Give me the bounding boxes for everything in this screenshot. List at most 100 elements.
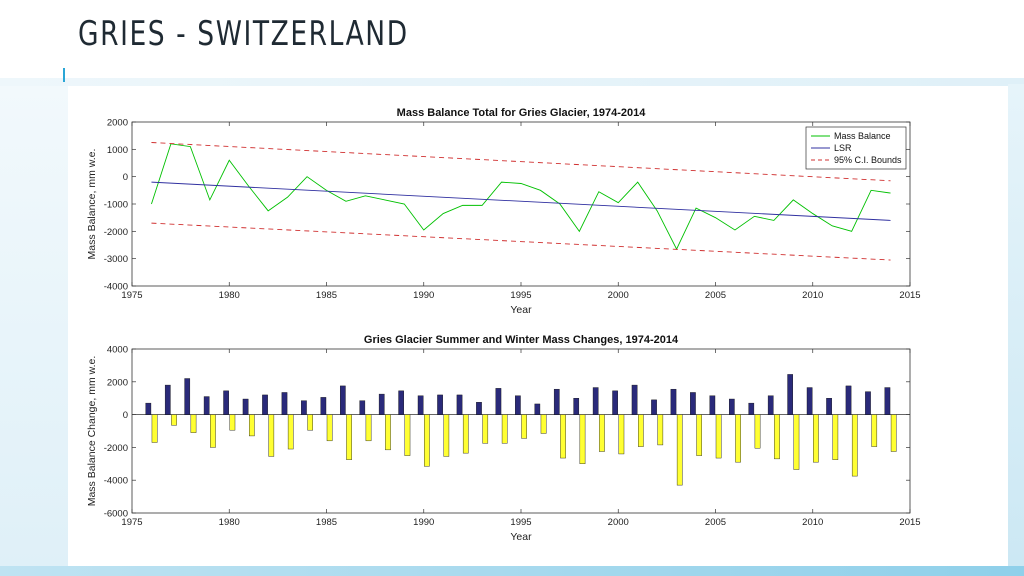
x-tick-label: 2015	[899, 517, 920, 528]
y-tick-label: 2000	[107, 377, 128, 388]
bar-winter	[826, 398, 832, 415]
title-accent-mark	[63, 68, 65, 82]
bar-winter	[709, 395, 716, 415]
x-tick-label: 2010	[802, 517, 823, 528]
bar-winter	[728, 398, 735, 415]
legend-entry: Mass Balance	[834, 131, 891, 141]
y-tick-label: 0	[123, 410, 128, 421]
chart-title-0: Mass Balance Total for Gries Glacier, 19…	[397, 107, 647, 119]
bar-winter	[456, 394, 463, 415]
bar-summer	[424, 414, 430, 467]
bar-winter	[573, 398, 580, 415]
bar-winter	[184, 378, 191, 415]
bar-summer	[851, 414, 858, 477]
bar-winter	[651, 399, 657, 415]
bar-summer	[210, 414, 216, 448]
bar-winter	[437, 394, 443, 415]
y-tick-label: -2000	[104, 443, 128, 454]
bar-winter	[203, 396, 210, 415]
bar-summer	[404, 414, 411, 456]
bar-winter	[223, 390, 229, 415]
bar-summer	[813, 414, 819, 463]
bar-winter	[787, 374, 794, 415]
bar-summer	[190, 414, 197, 433]
x-tick-label: 1995	[510, 517, 531, 528]
x-tick-label: 2000	[608, 517, 629, 528]
bar-summer	[365, 414, 372, 442]
chart-title-1: Gries Glacier Summer and Winter Mass Cha…	[364, 334, 679, 346]
legend-entry: 95% C.I. Bounds	[834, 155, 902, 165]
x-axis-label-0: Year	[510, 304, 532, 316]
bar-summer	[171, 414, 177, 426]
series-line-ci-lower-bound	[151, 222, 891, 261]
slide-bottom-band	[0, 566, 1024, 576]
legend-entry: LSR	[834, 143, 852, 153]
bar-summer	[579, 414, 586, 465]
series-line-95-c-i-bounds	[151, 142, 891, 182]
bar-summer	[793, 414, 800, 470]
bar-winter	[553, 388, 560, 415]
x-tick-label: 1985	[316, 517, 337, 528]
bar-winter	[534, 403, 541, 415]
x-axis-label-1: Year	[510, 531, 532, 543]
bar-winter	[631, 384, 638, 415]
bar-winter	[515, 395, 521, 415]
bar-summer	[676, 414, 683, 486]
bar-summer	[248, 414, 255, 437]
y-tick-label: -4000	[104, 476, 128, 487]
bar-summer	[599, 414, 605, 452]
y-tick-label: -3000	[104, 254, 128, 265]
bar-winter	[806, 387, 813, 415]
y-tick-label: -2000	[104, 227, 128, 238]
bar-summer	[735, 414, 741, 463]
bar-summer	[268, 414, 275, 457]
bar-winter	[748, 402, 755, 415]
bar-winter	[592, 387, 599, 415]
plot-area-0	[131, 121, 911, 287]
bar-winter	[612, 390, 618, 415]
bar-winter	[145, 402, 152, 415]
bar-winter	[767, 395, 774, 415]
bar-winter	[281, 392, 288, 415]
bar-winter	[670, 388, 677, 415]
x-tick-label: 1980	[219, 517, 240, 528]
bar-summer	[385, 414, 391, 451]
x-tick-label: 2000	[608, 290, 629, 301]
x-tick-label: 2005	[705, 290, 726, 301]
bar-winter	[398, 390, 404, 415]
y-tick-label: 1000	[107, 145, 128, 156]
x-tick-label: 1975	[121, 290, 142, 301]
bar-winter	[690, 392, 696, 415]
x-tick-label: 2015	[899, 290, 920, 301]
x-tick-label: 1980	[219, 290, 240, 301]
bar-summer	[871, 414, 878, 447]
bar-summer	[560, 414, 566, 459]
x-tick-label: 1985	[316, 290, 337, 301]
bar-summer	[151, 414, 158, 443]
bar-summer	[482, 414, 489, 444]
y-tick-label: -6000	[104, 509, 128, 520]
bar-winter	[339, 385, 346, 415]
bar-winter	[417, 395, 424, 415]
bar-summer	[696, 414, 703, 456]
bar-summer	[774, 414, 780, 460]
bar-summer	[715, 414, 722, 459]
bar-summer	[618, 414, 625, 455]
x-tick-label: 1975	[121, 517, 142, 528]
bar-winter	[320, 397, 327, 415]
x-tick-label: 1990	[413, 517, 434, 528]
y-axis-label-0: Mass Balance, mm w.e.	[86, 149, 98, 260]
bar-summer	[832, 414, 839, 460]
bar-summer	[657, 414, 664, 446]
series-line-lsr	[151, 181, 891, 221]
x-tick-label: 1990	[413, 290, 434, 301]
bar-summer	[890, 414, 897, 452]
bar-summer	[462, 414, 469, 454]
bar-summer	[501, 414, 508, 444]
bar-summer	[521, 414, 527, 439]
bar-winter	[262, 394, 268, 415]
bar-summer	[638, 414, 644, 447]
bar-winter	[301, 400, 307, 415]
bar-winter	[884, 387, 891, 415]
